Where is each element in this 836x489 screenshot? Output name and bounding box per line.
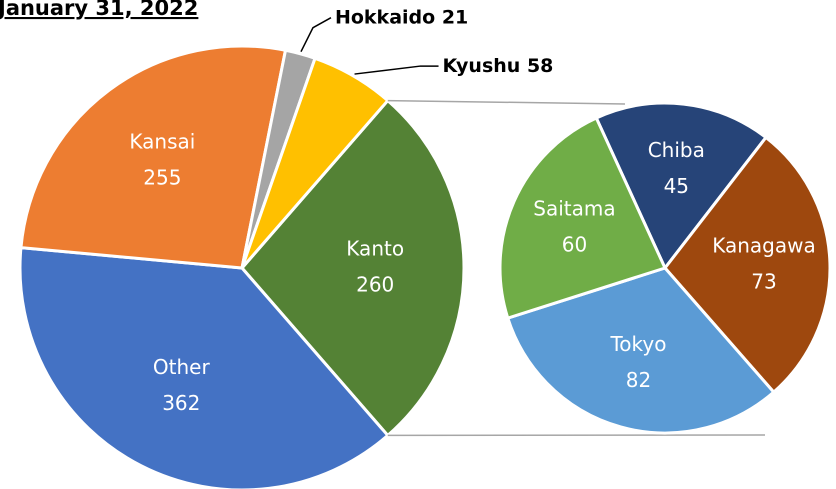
category-label: Kansai	[129, 130, 195, 154]
value: 58	[527, 55, 553, 77]
data-label: Kyushu 58	[443, 55, 554, 77]
value: 21	[442, 6, 468, 28]
category-label: Chiba	[648, 138, 705, 162]
leader-line	[300, 17, 332, 53]
category-label: Tokyo	[609, 332, 666, 356]
data-label: 45	[664, 174, 689, 198]
pie-slice	[498, 115, 668, 320]
leader-line	[354, 65, 439, 75]
data-label: 82	[626, 368, 651, 392]
category-name: Hokkaido	[335, 6, 435, 28]
pie-slice	[240, 56, 390, 269]
pie-slice	[663, 135, 832, 395]
chart-title: January 31, 2022	[0, 0, 198, 20]
data-label: 362	[162, 391, 200, 415]
pie-slice	[505, 266, 776, 435]
category-label: Other	[153, 355, 211, 379]
data-label: 73	[751, 269, 776, 293]
pie-slice	[594, 101, 769, 271]
category-label: Kanagawa	[712, 233, 816, 257]
pie-slice	[18, 245, 390, 489]
category-label: Saitama	[533, 196, 615, 220]
pie-slice	[240, 98, 466, 438]
category-label: Kanto	[346, 237, 404, 261]
pie-slice	[19, 44, 288, 270]
data-label: 260	[356, 273, 394, 297]
data-label: 255	[143, 166, 181, 190]
category-name: Kyushu	[443, 55, 521, 77]
data-label: 60	[562, 232, 587, 256]
connector-line	[387, 99, 626, 105]
data-label: Hokkaido 21	[335, 6, 468, 28]
